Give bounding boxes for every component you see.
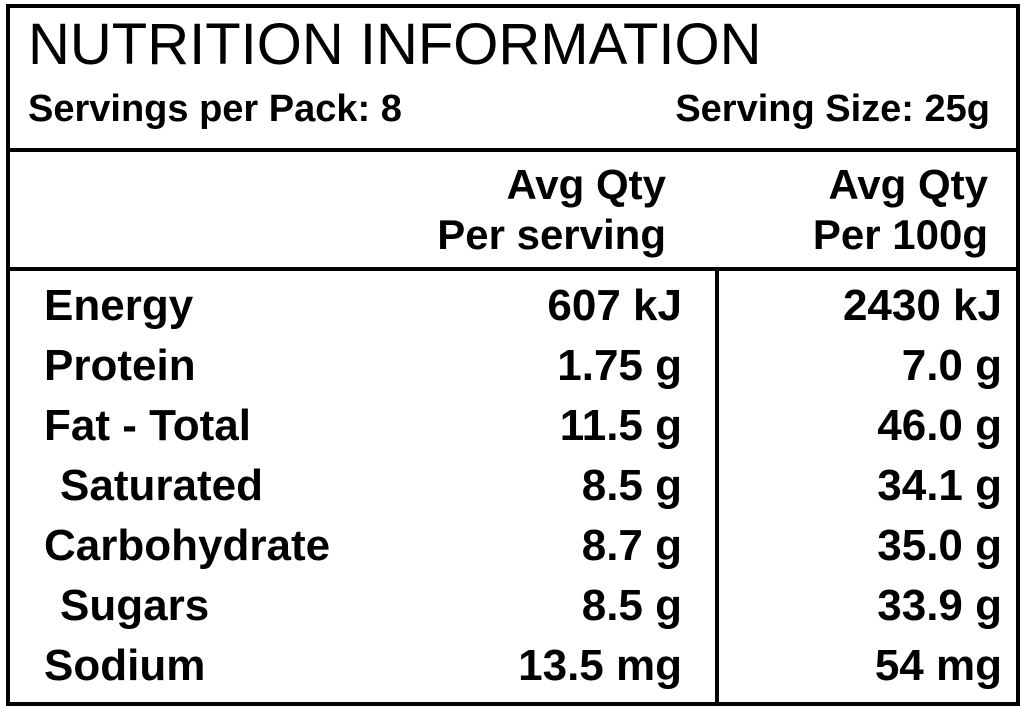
- per-serving-value: 607 kJ: [547, 281, 682, 330]
- serving-size: Serving Size: 25g: [675, 88, 990, 130]
- nutrient-name: Fat - Total: [44, 401, 251, 450]
- per-100g-value: 7.0 g: [901, 341, 1002, 390]
- nutrient-row-sugars: Sugars 8.5 g 33.9 g: [10, 576, 1016, 636]
- per-serving-value: 1.75 g: [557, 341, 682, 390]
- per-100g-value: 33.9 g: [877, 581, 1002, 630]
- nutrient-row-energy: Energy 607 kJ 2430 kJ: [10, 276, 1016, 336]
- per-100g-value: 46.0 g: [877, 401, 1002, 450]
- column-header-per-serving-line1: Avg Qty: [506, 161, 666, 208]
- column-header-divider: [10, 267, 1016, 271]
- column-header-per-100g: Avg Qty Per 100g: [813, 160, 988, 260]
- column-header-per-100g-line1: Avg Qty: [828, 161, 988, 208]
- column-header-per-serving: Avg Qty Per serving: [437, 160, 666, 260]
- per-100g-value: 54 mg: [874, 641, 1002, 690]
- panel-title: NUTRITION INFORMATION: [28, 12, 762, 77]
- per-100g-value: 35.0 g: [877, 521, 1002, 570]
- header-divider: [10, 148, 1016, 152]
- per-serving-value: 13.5 mg: [518, 641, 682, 690]
- nutrient-name: Energy: [44, 281, 194, 330]
- column-divider: [715, 267, 719, 702]
- nutrient-row-fat-total: Fat - Total 11.5 g 46.0 g: [10, 396, 1016, 456]
- nutrient-row-sodium: Sodium 13.5 mg 54 mg: [10, 636, 1016, 696]
- nutrition-panel: NUTRITION INFORMATION Servings per Pack:…: [6, 4, 1020, 706]
- per-serving-value: 8.7 g: [581, 521, 682, 570]
- nutrient-row-protein: Protein 1.75 g 7.0 g: [10, 336, 1016, 396]
- nutrient-name: Sodium: [44, 641, 206, 690]
- per-100g-value: 34.1 g: [877, 461, 1002, 510]
- column-header-per-100g-line2: Per 100g: [812, 211, 988, 258]
- nutrient-name: Saturated: [60, 461, 263, 510]
- column-header-per-serving-line2: Per serving: [437, 211, 666, 258]
- servings-per-pack: Servings per Pack: 8: [28, 88, 402, 130]
- nutrient-name: Protein: [44, 341, 196, 390]
- per-serving-value: 8.5 g: [581, 461, 682, 510]
- per-serving-value: 8.5 g: [581, 581, 682, 630]
- per-serving-value: 11.5 g: [559, 401, 682, 450]
- nutrient-row-carbohydrate: Carbohydrate 8.7 g 35.0 g: [10, 516, 1016, 576]
- per-100g-value: 2430 kJ: [842, 281, 1002, 330]
- nutrient-name: Sugars: [60, 581, 210, 630]
- nutrient-name: Carbohydrate: [44, 521, 331, 570]
- nutrient-row-saturated: Saturated 8.5 g 34.1 g: [10, 456, 1016, 516]
